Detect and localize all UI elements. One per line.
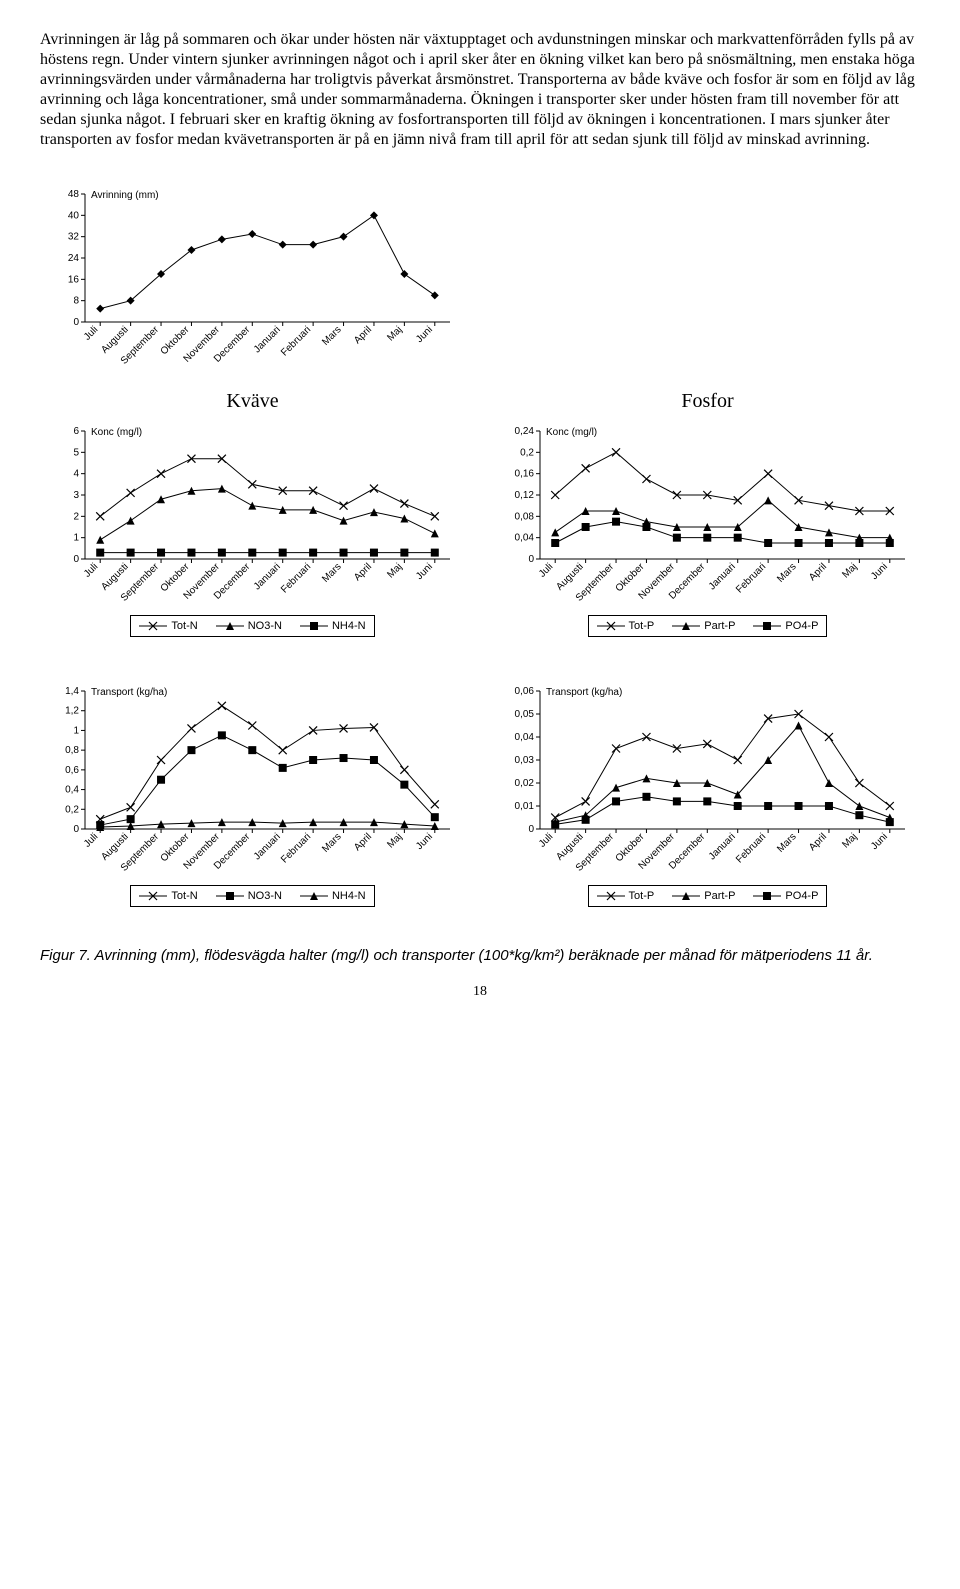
svg-text:Mars: Mars: [775, 561, 799, 585]
svg-text:0,4: 0,4: [65, 785, 79, 796]
svg-text:0,24: 0,24: [515, 426, 535, 437]
fosfor-conc-chart: 00,040,080,120,160,20,24JuliAugustiSepte…: [495, 417, 920, 637]
svg-text:Juli: Juli: [82, 561, 100, 579]
avrinning-chart: 081624324048JuliAugustiSeptemberOktoberN…: [40, 180, 920, 370]
svg-text:April: April: [807, 831, 829, 853]
svg-text:Mars: Mars: [320, 561, 344, 585]
legend-item: NO3-N: [216, 890, 282, 902]
legend-item: PO4-P: [753, 890, 818, 902]
kvave-transport-legend: Tot-N NO3-N NH4-N: [130, 885, 374, 907]
svg-text:Konc (mg/l): Konc (mg/l): [91, 427, 142, 438]
svg-text:32: 32: [68, 232, 80, 243]
svg-text:Maj: Maj: [840, 561, 859, 580]
svg-text:Transport (kg/ha): Transport (kg/ha): [546, 687, 622, 698]
legend-item: Tot-P: [597, 890, 655, 902]
svg-text:0: 0: [73, 554, 79, 565]
svg-text:0,8: 0,8: [65, 745, 79, 756]
svg-text:1: 1: [73, 533, 79, 544]
fosfor-legend: Tot-P Part-P PO4-P: [588, 615, 828, 637]
svg-text:16: 16: [68, 274, 80, 285]
svg-text:Mars: Mars: [320, 324, 344, 348]
kvave-legend: Tot-N NO3-N NH4-N: [130, 615, 374, 637]
svg-text:48: 48: [68, 189, 80, 200]
svg-text:0,02: 0,02: [515, 778, 535, 789]
svg-text:Maj: Maj: [385, 831, 404, 850]
legend-item: Part-P: [672, 890, 735, 902]
svg-text:24: 24: [68, 253, 80, 264]
svg-text:1,2: 1,2: [65, 706, 79, 717]
svg-text:Transport (kg/ha): Transport (kg/ha): [91, 687, 167, 698]
svg-text:Juni: Juni: [414, 324, 435, 345]
svg-text:5: 5: [73, 447, 79, 458]
legend-item: PO4-P: [753, 620, 818, 632]
fosfor-title: Fosfor: [495, 390, 920, 413]
fosfor-transport-chart: 00,010,020,030,040,050,06JuliAugustiSept…: [495, 677, 920, 907]
legend-item: NO3-N: [216, 620, 282, 632]
svg-text:3: 3: [73, 490, 79, 501]
svg-text:Mars: Mars: [320, 831, 344, 855]
svg-text:0: 0: [528, 824, 534, 835]
kvave-transport-chart: 00,20,40,60,811,21,4JuliAugustiSeptember…: [40, 677, 465, 907]
kvave-title: Kväve: [40, 390, 465, 413]
svg-text:0,03: 0,03: [515, 755, 535, 766]
svg-text:Maj: Maj: [385, 324, 404, 343]
svg-text:0: 0: [528, 554, 534, 565]
svg-text:0,06: 0,06: [515, 686, 535, 697]
svg-text:Februari: Februari: [279, 324, 313, 358]
svg-text:Februari: Februari: [279, 831, 313, 865]
svg-text:Juni: Juni: [869, 831, 890, 852]
svg-text:April: April: [352, 324, 374, 346]
svg-text:Avrinning (mm): Avrinning (mm): [91, 190, 159, 201]
svg-text:8: 8: [73, 296, 79, 307]
svg-text:Maj: Maj: [385, 561, 404, 580]
fosfor-transport-legend: Tot-P Part-P PO4-P: [588, 885, 828, 907]
legend-item: Tot-N: [139, 890, 197, 902]
svg-text:April: April: [352, 561, 374, 583]
svg-text:Mars: Mars: [775, 831, 799, 855]
legend-item: Tot-N: [139, 620, 197, 632]
svg-text:4: 4: [73, 469, 79, 480]
svg-text:Juli: Juli: [82, 324, 100, 342]
svg-text:Juli: Juli: [82, 831, 100, 849]
svg-text:Konc (mg/l): Konc (mg/l): [546, 427, 597, 438]
svg-text:0,6: 0,6: [65, 765, 79, 776]
svg-text:Februari: Februari: [279, 561, 313, 595]
svg-text:0,04: 0,04: [515, 533, 535, 544]
svg-text:0,16: 0,16: [515, 469, 535, 480]
page-number: 18: [40, 984, 920, 1000]
svg-text:April: April: [807, 561, 829, 583]
svg-text:0,01: 0,01: [515, 801, 535, 812]
svg-text:1,4: 1,4: [65, 686, 79, 697]
legend-item: Tot-P: [597, 620, 655, 632]
svg-text:0,2: 0,2: [65, 804, 79, 815]
svg-text:Maj: Maj: [840, 831, 859, 850]
figure-caption: Figur 7. Avrinning (mm), flödesvägda hal…: [40, 947, 920, 964]
svg-text:2: 2: [73, 511, 79, 522]
legend-item: NH4-N: [300, 890, 366, 902]
svg-text:40: 40: [68, 210, 80, 221]
svg-text:Juli: Juli: [537, 561, 555, 579]
svg-text:Juni: Juni: [414, 831, 435, 852]
svg-text:Juli: Juli: [537, 831, 555, 849]
kvave-conc-chart: 0123456JuliAugustiSeptemberOktoberNovemb…: [40, 417, 465, 637]
svg-text:6: 6: [73, 426, 79, 437]
body-paragraph: Avrinningen är låg på sommaren och ökar …: [40, 30, 920, 150]
svg-text:0,12: 0,12: [515, 490, 535, 501]
svg-text:Juni: Juni: [414, 561, 435, 582]
svg-text:0,05: 0,05: [515, 709, 535, 720]
svg-text:0,08: 0,08: [515, 511, 535, 522]
legend-item: Part-P: [672, 620, 735, 632]
svg-text:1: 1: [73, 725, 79, 736]
svg-text:Februari: Februari: [734, 561, 768, 595]
svg-text:0,04: 0,04: [515, 732, 535, 743]
svg-text:0: 0: [73, 824, 79, 835]
svg-text:Juni: Juni: [869, 561, 890, 582]
svg-text:April: April: [352, 831, 374, 853]
svg-text:0: 0: [73, 317, 79, 328]
svg-text:0,2: 0,2: [520, 447, 534, 458]
legend-item: NH4-N: [300, 620, 366, 632]
svg-text:Februari: Februari: [734, 831, 768, 865]
